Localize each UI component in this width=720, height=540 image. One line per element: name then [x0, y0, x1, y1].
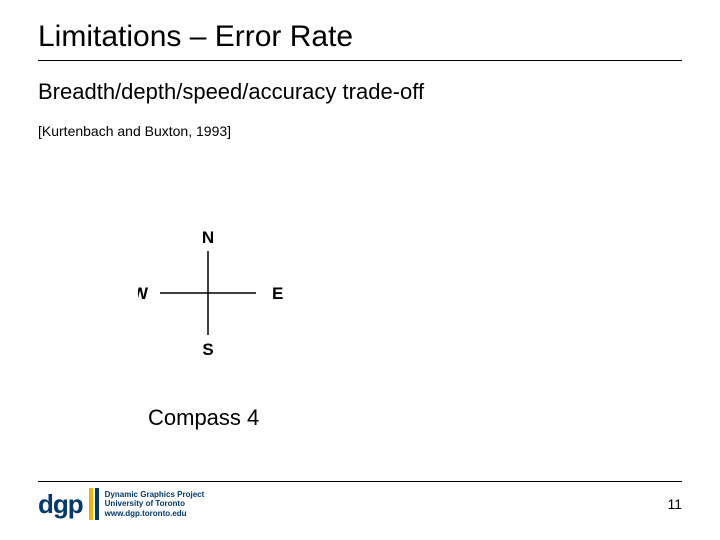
compass-label-w: W — [138, 284, 149, 303]
footer-content: dgp Dynamic Graphics Project University … — [38, 488, 682, 520]
logo-org-text: Dynamic Graphics Project University of T… — [105, 490, 205, 519]
logo-bars-icon — [89, 488, 99, 520]
citation: [Kurtenbach and Buxton, 1993] — [38, 123, 682, 139]
logo-block: dgp Dynamic Graphics Project University … — [38, 488, 204, 520]
org-line-2: University of Toronto — [105, 499, 205, 509]
logo-bar-blue — [95, 488, 99, 520]
slide-title: Limitations – Error Rate — [38, 20, 682, 61]
compass-label-n: N — [202, 228, 214, 247]
compass-caption: Compass 4 — [148, 405, 259, 431]
org-url: www.dgp.toronto.edu — [105, 509, 205, 519]
footer: dgp Dynamic Graphics Project University … — [38, 481, 682, 520]
compass-label-e: E — [272, 284, 283, 303]
logo-bar-yellow — [89, 488, 93, 520]
logo-text: dgp — [38, 489, 83, 520]
compass-diagram: N S E W — [138, 205, 338, 375]
compass-label-s: S — [202, 340, 213, 359]
page-number: 11 — [667, 496, 682, 512]
footer-divider — [38, 481, 682, 482]
slide: Limitations – Error Rate Breadth/depth/s… — [0, 0, 720, 540]
slide-subtitle: Breadth/depth/speed/accuracy trade-off — [38, 79, 682, 105]
compass-svg: N S E W — [138, 205, 318, 375]
org-line-1: Dynamic Graphics Project — [105, 490, 205, 500]
